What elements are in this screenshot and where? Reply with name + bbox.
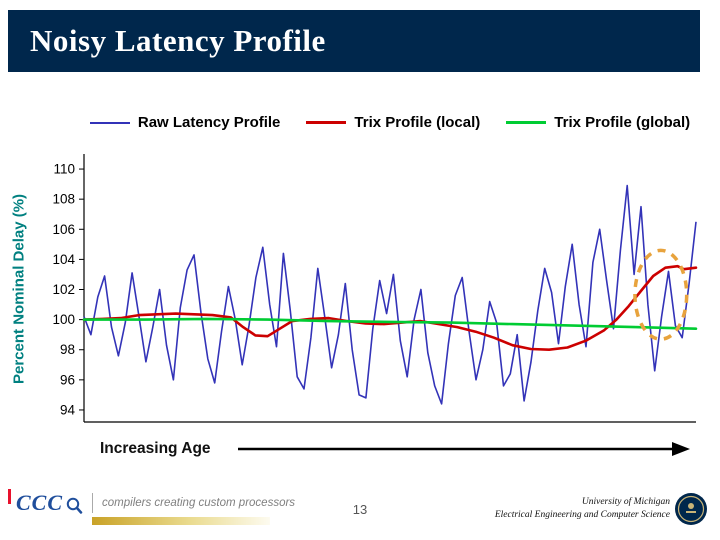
svg-text:102: 102 [52, 282, 75, 297]
svg-text:104: 104 [52, 252, 75, 267]
legend-swatch-trix-local [306, 121, 347, 124]
page-number: 13 [352, 502, 368, 517]
y-axis-label: Percent Nominal Delay (%) [10, 193, 28, 385]
x-axis-caption: Increasing Age [100, 440, 211, 457]
legend-label-trix-local: Trix Profile (local) [354, 114, 481, 131]
ccc-tagline: compilers creating custom processors [102, 497, 296, 509]
svg-text:110: 110 [53, 162, 75, 177]
magnifier-icon [66, 497, 83, 514]
affiliation-line2: Electrical Engineering and Computer Scie… [494, 509, 670, 520]
ccc-logo-text: CCC [16, 490, 64, 515]
svg-text:96: 96 [60, 372, 75, 387]
legend-item-trix-local: Trix Profile (local) [306, 114, 480, 131]
legend-swatch-raw [89, 121, 130, 124]
logo-divider [92, 493, 94, 513]
legend-label-raw: Raw Latency Profile [137, 114, 281, 131]
ccc-logo: CCC compilers creating custom processors [16, 490, 295, 516]
footer: CCC compilers creating custom processors… [0, 486, 720, 540]
svg-text:106: 106 [52, 222, 75, 237]
legend-item-raw-latency: Raw Latency Profile [89, 114, 281, 131]
affiliation-text: University of Michigan Electrical Engine… [495, 496, 670, 522]
legend-item-trix-global: Trix Profile (global) [506, 114, 690, 131]
svg-text:94: 94 [60, 402, 76, 417]
latency-line-chart: 94 96 98 100 102 104 106 108 110 [52, 154, 698, 423]
chart-legend: Raw Latency Profile Trix Profile (local)… [80, 114, 700, 131]
legend-swatch-trix-global [506, 121, 547, 124]
svg-text:98: 98 [60, 342, 75, 357]
title-bar: Noisy Latency Profile [8, 10, 700, 72]
svg-text:100: 100 [52, 312, 75, 327]
university-seal-icon [675, 493, 707, 525]
legend-label-trix-global: Trix Profile (global) [554, 114, 691, 131]
svg-text:108: 108 [52, 192, 75, 207]
red-accent-tick [8, 489, 11, 504]
increasing-age-arrow [238, 442, 690, 456]
affiliation-line1: University of Michigan [581, 497, 670, 507]
slide-title: Noisy Latency Profile [30, 23, 326, 58]
gold-gradient-bar [92, 517, 270, 525]
